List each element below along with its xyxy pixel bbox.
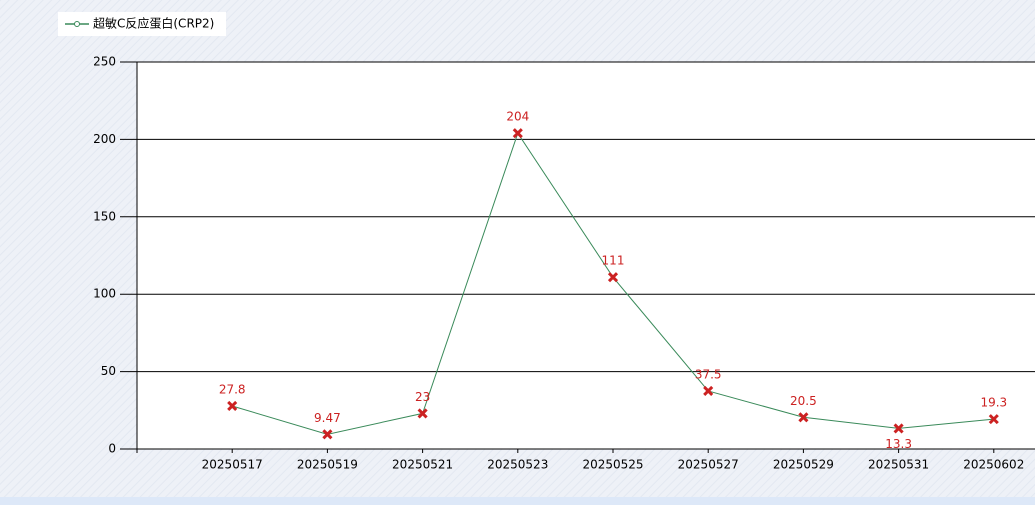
marker	[703, 385, 714, 397]
data-label: 13.3	[885, 437, 912, 451]
y-tick-label: 0	[108, 442, 116, 456]
marker	[893, 423, 904, 434]
data-label: 23	[415, 390, 430, 404]
x-tick-label: 20250521	[392, 458, 453, 472]
data-label: 19.3	[980, 396, 1007, 410]
marker	[607, 272, 619, 283]
marker	[227, 400, 238, 412]
data-label: 9.47	[314, 411, 341, 425]
data-label: 27.8	[219, 382, 246, 396]
data-label: 204	[506, 110, 529, 124]
marker	[512, 128, 523, 139]
x-tick-label: 20250529	[773, 458, 834, 472]
marker	[417, 408, 428, 419]
y-tick-label: 100	[93, 287, 116, 301]
x-tick-label: 20250531	[868, 458, 929, 472]
x-tick-label: 20250602	[963, 458, 1024, 472]
data-label: 111	[602, 254, 625, 268]
x-tick-label: 20250519	[297, 458, 358, 472]
y-tick-label: 50	[101, 364, 116, 378]
x-tick-label: 20250525	[582, 458, 643, 472]
x-tick-label: 20250523	[487, 458, 548, 472]
data-label: 20.5	[790, 394, 817, 408]
legend-label: 超敏C反应蛋白(CRP2)	[93, 16, 214, 31]
marker	[798, 412, 809, 423]
marker	[322, 429, 333, 440]
x-tick-label: 20250517	[202, 458, 263, 472]
bottom-strip	[0, 497, 1035, 505]
y-tick-label: 200	[93, 132, 116, 146]
plot-area	[137, 62, 1035, 449]
y-tick-label: 150	[93, 209, 116, 223]
data-label: 37.5	[695, 367, 722, 381]
legend-marker	[74, 21, 80, 27]
y-tick-label: 250	[93, 55, 116, 69]
marker	[988, 414, 999, 425]
x-tick-label: 20250527	[678, 458, 739, 472]
